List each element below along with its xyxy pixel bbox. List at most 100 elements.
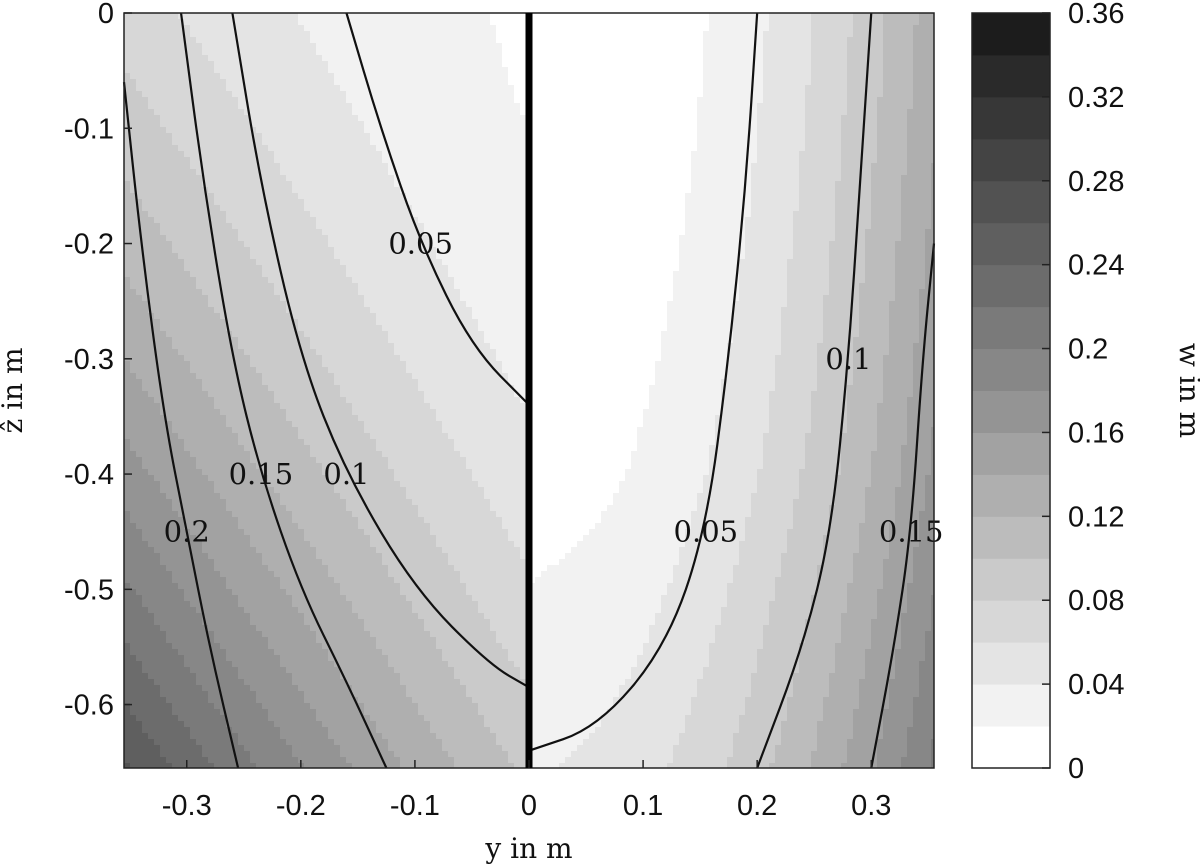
field-cell bbox=[274, 355, 281, 362]
field-cell bbox=[298, 391, 305, 398]
field-cell bbox=[184, 517, 191, 524]
field-cell bbox=[190, 721, 197, 728]
field-cell bbox=[202, 49, 209, 56]
field-cell bbox=[346, 511, 353, 518]
field-cell bbox=[220, 553, 227, 560]
field-cell bbox=[346, 529, 353, 536]
field-cell bbox=[304, 169, 311, 176]
field-cell bbox=[160, 283, 167, 290]
field-cell bbox=[262, 391, 269, 398]
field-cell bbox=[130, 115, 137, 122]
field-cell bbox=[148, 613, 155, 620]
field-cell bbox=[154, 601, 161, 608]
field-cell bbox=[322, 175, 329, 182]
field-cell bbox=[166, 79, 173, 86]
field-cell bbox=[328, 301, 335, 308]
field-cell bbox=[232, 583, 239, 590]
field-cell bbox=[310, 721, 317, 728]
field-cell bbox=[310, 271, 317, 278]
field-cell bbox=[160, 49, 167, 56]
field-cell bbox=[136, 343, 143, 350]
field-cell bbox=[328, 715, 335, 722]
field-cell bbox=[310, 37, 317, 44]
field-cell bbox=[262, 253, 269, 260]
field-cell bbox=[232, 409, 239, 416]
field-cell bbox=[298, 745, 305, 752]
field-cell bbox=[310, 379, 317, 386]
field-cell bbox=[220, 571, 227, 578]
field-cell bbox=[124, 487, 131, 494]
field-cell bbox=[190, 463, 197, 470]
field-cell bbox=[190, 265, 197, 272]
field-cell bbox=[184, 97, 191, 104]
field-cell bbox=[328, 355, 335, 362]
field-cell bbox=[316, 559, 323, 566]
field-cell bbox=[178, 619, 185, 626]
field-cell bbox=[286, 439, 293, 446]
field-cell bbox=[340, 595, 347, 602]
field-cell bbox=[250, 259, 257, 266]
field-cell bbox=[340, 43, 347, 50]
field-cell bbox=[226, 247, 233, 254]
field-cell bbox=[172, 409, 179, 416]
field-cell bbox=[328, 331, 335, 338]
field-cell bbox=[280, 655, 287, 662]
field-cell bbox=[226, 481, 233, 488]
field-cell bbox=[220, 211, 227, 218]
field-cell bbox=[310, 517, 317, 524]
field-cell bbox=[148, 13, 155, 20]
field-cell bbox=[322, 535, 329, 542]
field-cell bbox=[346, 571, 353, 578]
field-cell bbox=[142, 625, 149, 632]
field-cell bbox=[334, 379, 341, 386]
field-cell bbox=[310, 577, 317, 584]
field-cell bbox=[262, 121, 269, 128]
field-cell bbox=[280, 451, 287, 458]
field-cell bbox=[340, 349, 347, 356]
field-cell bbox=[178, 733, 185, 740]
field-cell bbox=[202, 583, 209, 590]
field-cell bbox=[202, 97, 209, 104]
field-cell bbox=[316, 649, 323, 656]
field-cell bbox=[334, 607, 341, 614]
field-cell bbox=[334, 325, 341, 332]
field-cell bbox=[208, 295, 215, 302]
field-cell bbox=[310, 19, 317, 26]
field-cell bbox=[322, 271, 329, 278]
field-cell bbox=[298, 97, 305, 104]
field-cell bbox=[244, 295, 251, 302]
field-cell bbox=[196, 643, 203, 650]
field-cell bbox=[250, 325, 257, 332]
field-cell bbox=[358, 37, 365, 44]
field-cell bbox=[124, 679, 131, 686]
field-cell bbox=[130, 79, 137, 86]
field-cell bbox=[178, 643, 185, 650]
field-cell bbox=[136, 499, 143, 506]
field-cell bbox=[148, 481, 155, 488]
field-cell bbox=[214, 181, 221, 188]
field-cell bbox=[322, 313, 329, 320]
field-cell bbox=[340, 163, 347, 170]
field-cell bbox=[316, 763, 323, 768]
field-cell bbox=[178, 385, 185, 392]
field-cell bbox=[136, 301, 143, 308]
field-cell bbox=[148, 43, 155, 50]
field-cell bbox=[202, 319, 209, 326]
field-cell bbox=[304, 271, 311, 278]
field-cell bbox=[256, 745, 263, 752]
field-cell bbox=[208, 451, 215, 458]
field-cell bbox=[190, 49, 197, 56]
field-cell bbox=[232, 541, 239, 548]
field-cell bbox=[352, 415, 359, 422]
field-cell bbox=[238, 49, 245, 56]
field-cell bbox=[166, 709, 173, 716]
field-cell bbox=[250, 277, 257, 284]
field-cell bbox=[322, 403, 329, 410]
field-cell bbox=[298, 205, 305, 212]
field-cell bbox=[184, 91, 191, 98]
field-cell bbox=[352, 199, 359, 206]
field-cell bbox=[124, 559, 131, 566]
field-cell bbox=[262, 205, 269, 212]
field-cell bbox=[322, 127, 329, 134]
field-cell bbox=[190, 307, 197, 314]
